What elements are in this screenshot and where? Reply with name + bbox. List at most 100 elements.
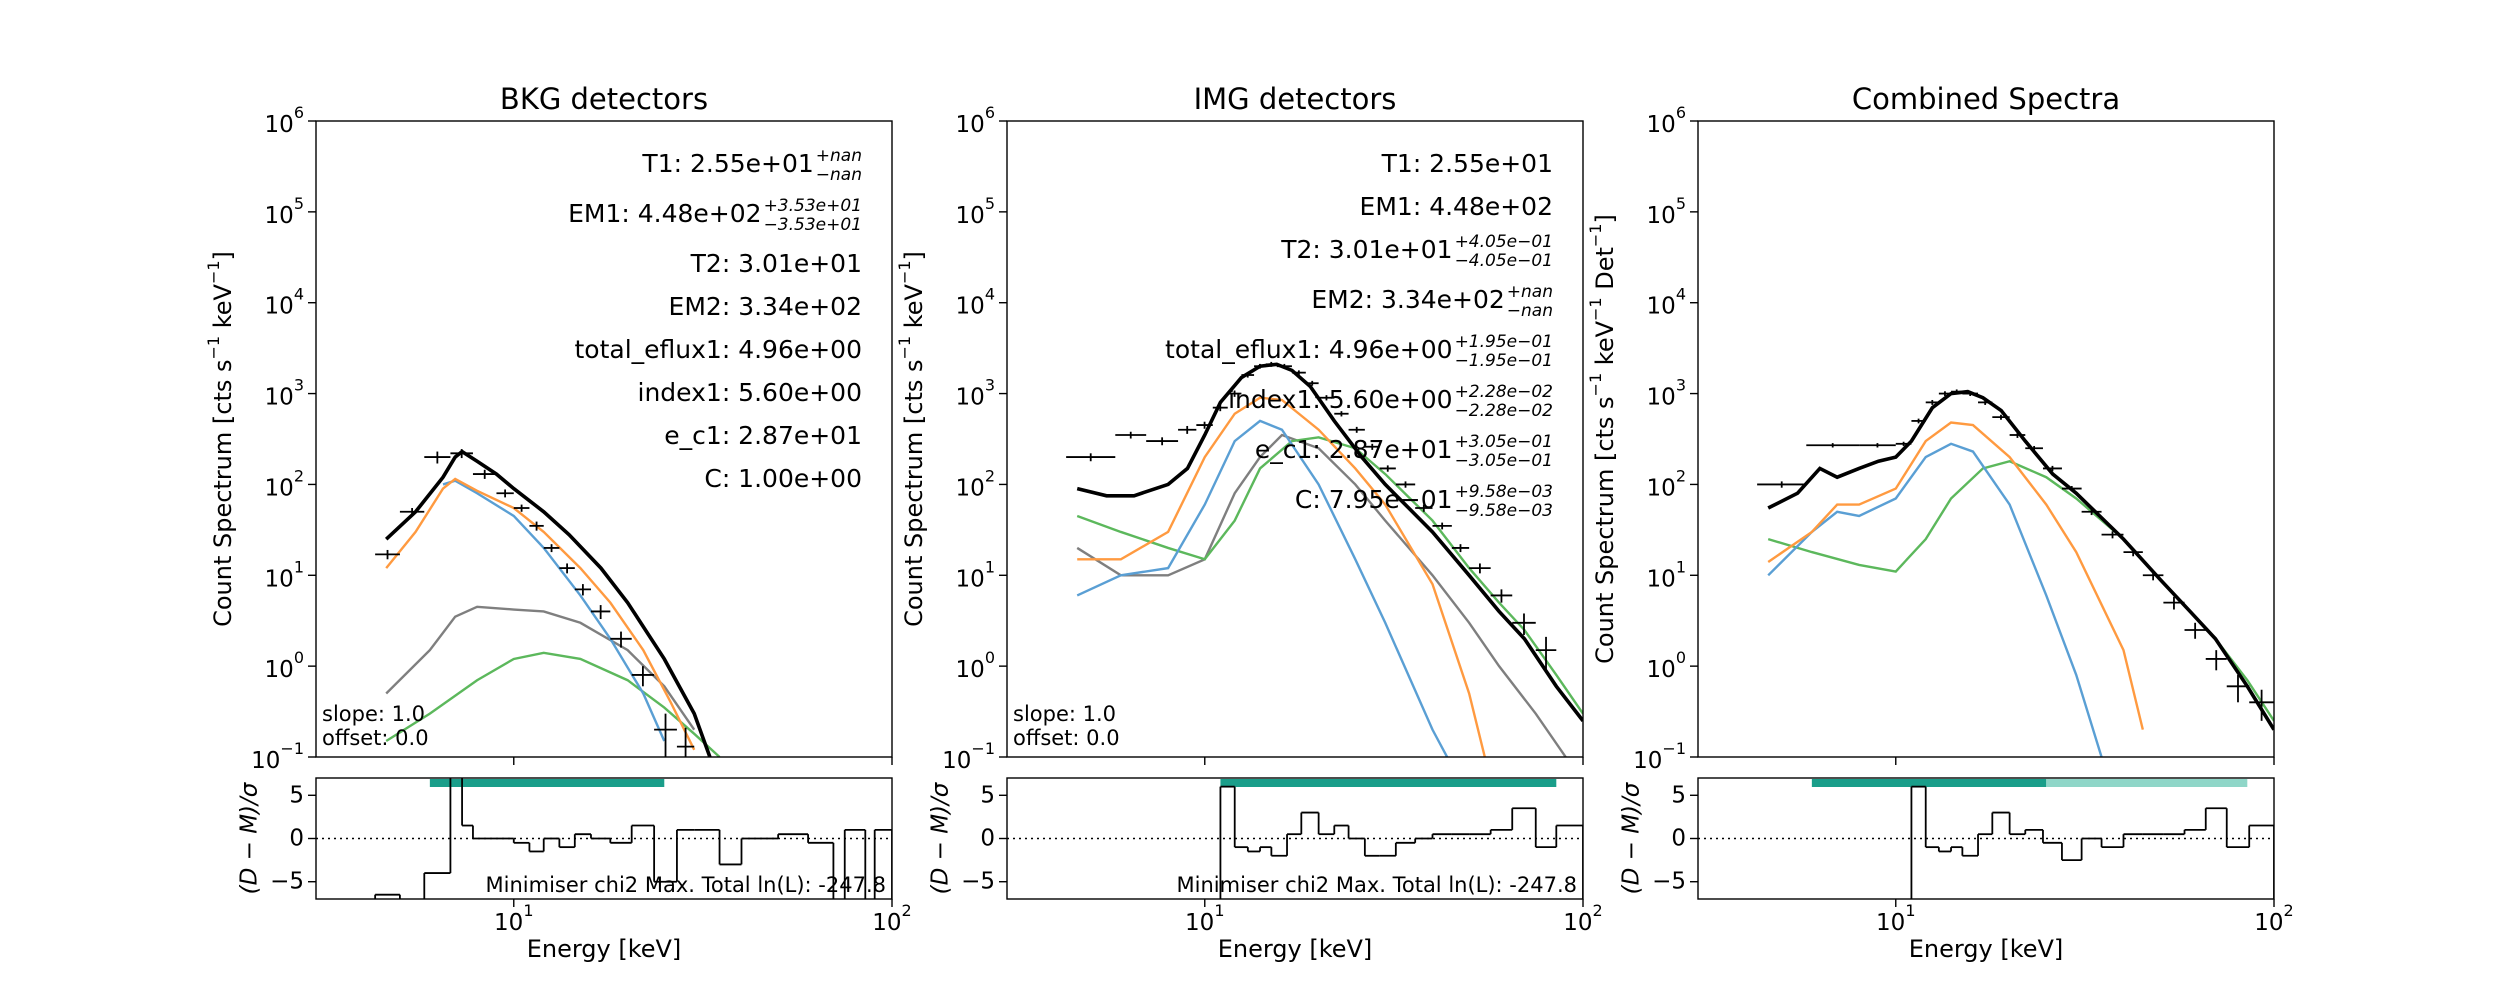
y-tick-label: 105 [1647, 193, 1686, 228]
plot-frame [315, 120, 893, 758]
y-tick-label-base: 10 [251, 748, 280, 774]
y-axis-label-part: keV [1591, 320, 1619, 372]
x-tick-label-exp: 2 [2284, 901, 2294, 920]
x-axis-label: Energy [keV] [527, 935, 682, 963]
y-axis-label: Count Spectrum [cts s−1 keV−1] [895, 251, 929, 627]
model-line [1076, 419, 1449, 757]
y-tick-label: 104 [1647, 284, 1686, 319]
residual-frame [315, 777, 893, 900]
model-line [1767, 442, 2103, 757]
x-tick-label: 102 [872, 901, 911, 936]
fit-note: slope: 1.0 [322, 702, 425, 726]
x-tick-label-exp: 1 [523, 901, 533, 920]
annotation-lower: −9.58e−03 [1455, 501, 1553, 521]
annotation: T1: 2.55e+01 [1381, 149, 1553, 178]
residual-plot [1698, 779, 2274, 899]
model-lines [1076, 362, 1583, 757]
y-tick-label-base: 10 [956, 202, 985, 228]
y-tick-label-exp: 6 [985, 103, 995, 122]
y-tick-label-base: 10 [956, 293, 985, 319]
y-tick-label: 10−1 [942, 739, 995, 774]
annotation: C: 7.95e−01 [1295, 485, 1453, 514]
model-line [1076, 436, 1583, 715]
y-axis-label-exp: −1 [1586, 224, 1605, 248]
annotation: EM1: 4.48e+02 [568, 199, 761, 228]
fit-range [429, 779, 665, 787]
annotation: C: 1.00e+00 [704, 464, 862, 493]
x-tick-label: 101 [494, 901, 533, 936]
fit-range [1811, 779, 2047, 787]
residual-y-tick-label-base: −5 [1652, 868, 1686, 894]
y-tick-label-base: 10 [265, 293, 294, 319]
model-line [385, 605, 696, 731]
residual-y-tick-label: 0 [289, 825, 304, 851]
y-tick-label-exp: 4 [985, 284, 995, 303]
panel: Combined Spectra Count Spectrum [cts s−1 … [1586, 82, 2294, 963]
y-tick-label-exp: −1 [971, 739, 995, 758]
fit-note: slope: 1.0 [1013, 702, 1116, 726]
data-points [1066, 361, 1557, 671]
plot-frame [1006, 120, 1584, 758]
model-line [385, 477, 696, 751]
y-axis-label-part: ] [1591, 214, 1619, 223]
y-axis-label-part: ] [900, 251, 928, 260]
y-tick-label-base: 10 [265, 566, 294, 592]
y-axis-label-part: Det [1591, 247, 1619, 297]
y-tick-label-base: 10 [956, 657, 985, 683]
annotation: EM1: 4.48e+02 [1360, 192, 1553, 221]
fit-note: offset: 0.0 [1013, 726, 1120, 750]
residual-y-tick-label: −5 [1652, 868, 1686, 894]
y-tick-label: 102 [1647, 466, 1686, 501]
residual-y-tick-label-base: 0 [1671, 825, 1686, 851]
y-tick-label-base: 10 [265, 112, 294, 138]
y-tick-label: 106 [265, 103, 304, 138]
chart-title: Combined Spectra [1852, 82, 2120, 116]
residual-y-tick-label-base: 0 [289, 825, 304, 851]
annotation: total_eflux1: 4.96e+00 [574, 335, 862, 364]
y-tick-label: 106 [956, 103, 995, 138]
annotation: e_c1: 2.87e+01 [1255, 435, 1453, 464]
y-tick-label-base: 10 [1647, 657, 1676, 683]
y-tick-label: 10−1 [1633, 739, 1686, 774]
residual-plot [316, 778, 892, 899]
y-tick-label-base: 10 [956, 384, 985, 410]
y-tick-label-base: 10 [265, 657, 294, 683]
model-line [1076, 362, 1583, 722]
y-tick-label: 103 [265, 375, 304, 410]
x-tick-label-exp: 1 [1905, 901, 1915, 920]
annotation-lower: −3.53e+01 [764, 215, 862, 235]
residual-y-tick-label: 5 [289, 782, 304, 808]
annotation-lower: −nan [816, 165, 862, 185]
y-tick-label-base: 10 [1647, 293, 1676, 319]
residual-frame [1697, 777, 2275, 900]
y-tick-label-exp: 3 [294, 375, 304, 394]
fit-note: offset: 0.0 [322, 726, 429, 750]
residual-y-tick-label-base: −5 [270, 868, 304, 894]
residual-y-tick-label-base: 5 [1671, 782, 1686, 808]
y-tick-label: 101 [265, 557, 304, 592]
x-tick-label-base: 10 [1185, 910, 1214, 936]
y-tick-label: 106 [1647, 103, 1686, 138]
annotation: T2: 3.01e+01 [690, 249, 862, 278]
x-tick-label-base: 10 [1563, 910, 1592, 936]
annotation-upper: +9.58e−03 [1455, 482, 1553, 502]
annotation-upper: +nan [1507, 282, 1553, 302]
y-tick-label-exp: 2 [985, 466, 995, 485]
annotation-upper: +3.05e−01 [1455, 432, 1553, 452]
y-axis-label-part: Count Spectrum [cts s [900, 359, 928, 626]
fit-statistic: Minimiser chi2 Max. Total ln(L): -247.8 [1177, 873, 1577, 897]
x-tick-label: 102 [2254, 901, 2293, 936]
y-axis-label-part: Count Spectrum [cts s [1591, 396, 1619, 663]
y-tick-label: 101 [1647, 557, 1686, 592]
y-tick-label: 101 [956, 557, 995, 592]
annotation-upper: +4.05e−01 [1455, 232, 1553, 252]
y-axis-label: Count Spectrum [cts s−1 keV−1 Det−1] [1586, 214, 1620, 664]
y-tick-label: 100 [265, 648, 304, 683]
y-axis-label-exp: −1 [204, 336, 223, 360]
y-tick-label-exp: 5 [985, 193, 995, 212]
y-tick-label-base: 10 [265, 202, 294, 228]
y-tick-label-base: 10 [956, 475, 985, 501]
residual-y-label: (D − M)/σ [1619, 781, 1645, 894]
y-tick-label: 103 [1647, 375, 1686, 410]
annotation: T1: 2.55e+01 [641, 149, 813, 178]
